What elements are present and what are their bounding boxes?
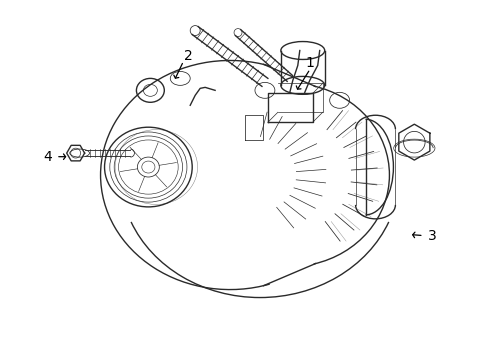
Text: 4: 4 bbox=[43, 150, 52, 164]
Text: 3: 3 bbox=[427, 229, 435, 243]
Text: 1: 1 bbox=[305, 57, 314, 71]
Text: 2: 2 bbox=[183, 49, 192, 63]
